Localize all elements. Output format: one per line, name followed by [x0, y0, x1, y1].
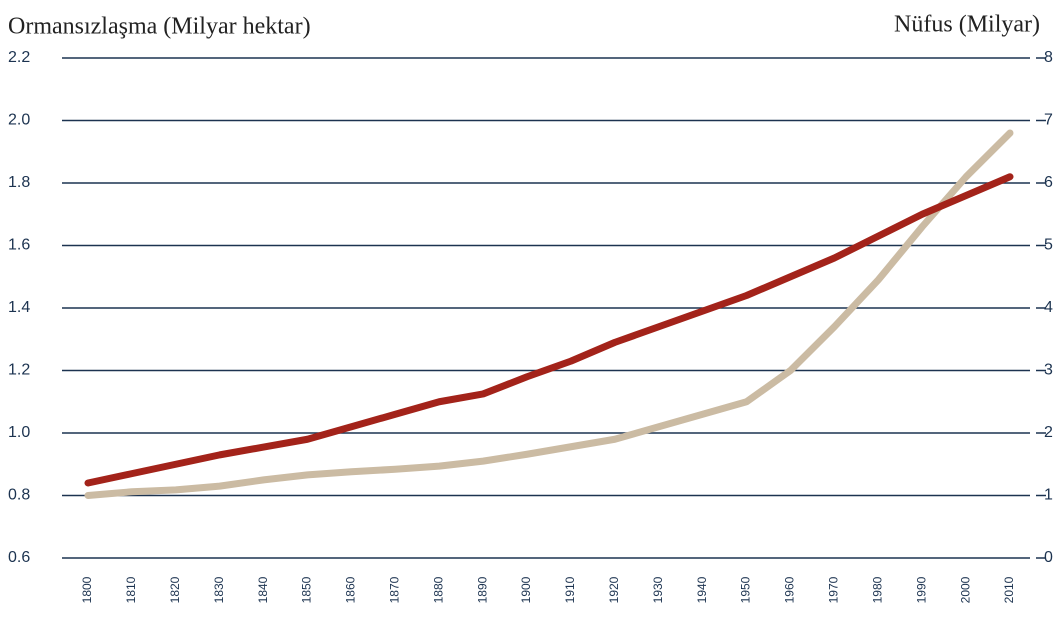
- y-tick-label: 0.8: [8, 487, 30, 504]
- y-tick-label: 1.2: [8, 362, 30, 379]
- x-tick-label: 1860: [344, 576, 358, 603]
- x-tick-label: 1840: [256, 576, 270, 603]
- x-tick-label: 1850: [300, 576, 314, 603]
- y2-tick-label: 4: [1044, 299, 1053, 316]
- series-line: [88, 177, 1010, 483]
- y-tick-label: 1.6: [8, 237, 30, 254]
- y2-tick-label: 6: [1044, 174, 1053, 191]
- x-tick-label: 1930: [651, 576, 665, 603]
- x-tick-label: 1970: [827, 576, 841, 603]
- y2-tick-label: 8: [1044, 49, 1053, 66]
- y2-tick-label: 3: [1044, 362, 1053, 379]
- x-tick-label: 1800: [80, 576, 94, 603]
- y-tick-label: 2.0: [8, 112, 30, 129]
- x-tick-label: 1820: [168, 576, 182, 603]
- y2-tick-label: 0: [1044, 549, 1053, 566]
- y2-tick-label: 7: [1044, 112, 1053, 129]
- x-tick-label: 1980: [870, 576, 884, 603]
- x-tick-label: 1830: [212, 576, 226, 603]
- x-tick-label: 1940: [695, 576, 709, 603]
- y-tick-label: 1.4: [8, 299, 30, 316]
- x-tick-label: 1880: [431, 576, 445, 603]
- y-tick-label: 1.0: [8, 424, 30, 441]
- y-tick-label: 0.6: [8, 549, 30, 566]
- x-tick-label: 2000: [958, 576, 972, 603]
- x-tick-label: 1890: [475, 576, 489, 603]
- x-tick-label: 2010: [1002, 576, 1016, 603]
- y2-tick-label: 2: [1044, 424, 1053, 441]
- x-tick-label: 1810: [124, 576, 138, 603]
- x-tick-label: 1900: [519, 576, 533, 603]
- y-axis-label: Ormansızlaşma (Milyar hektar): [8, 14, 311, 40]
- y2-tick-label: 5: [1044, 237, 1053, 254]
- x-tick-label: 1950: [739, 576, 753, 603]
- x-tick-label: 1920: [607, 576, 621, 603]
- x-tick-label: 1910: [563, 576, 577, 603]
- y-tick-label: 2.2: [8, 49, 30, 66]
- series-line: [88, 133, 1010, 496]
- x-tick-label: 1960: [783, 576, 797, 603]
- x-tick-label: 1870: [388, 576, 402, 603]
- y2-tick-label: 1: [1044, 487, 1053, 504]
- y2-axis-label: Nüfus (Milyar): [894, 12, 1040, 38]
- y-tick-label: 1.8: [8, 174, 30, 191]
- chart: Ormansızlaşma (Milyar hektar) Nüfus (Mil…: [0, 0, 1062, 622]
- x-tick-label: 1990: [914, 576, 928, 603]
